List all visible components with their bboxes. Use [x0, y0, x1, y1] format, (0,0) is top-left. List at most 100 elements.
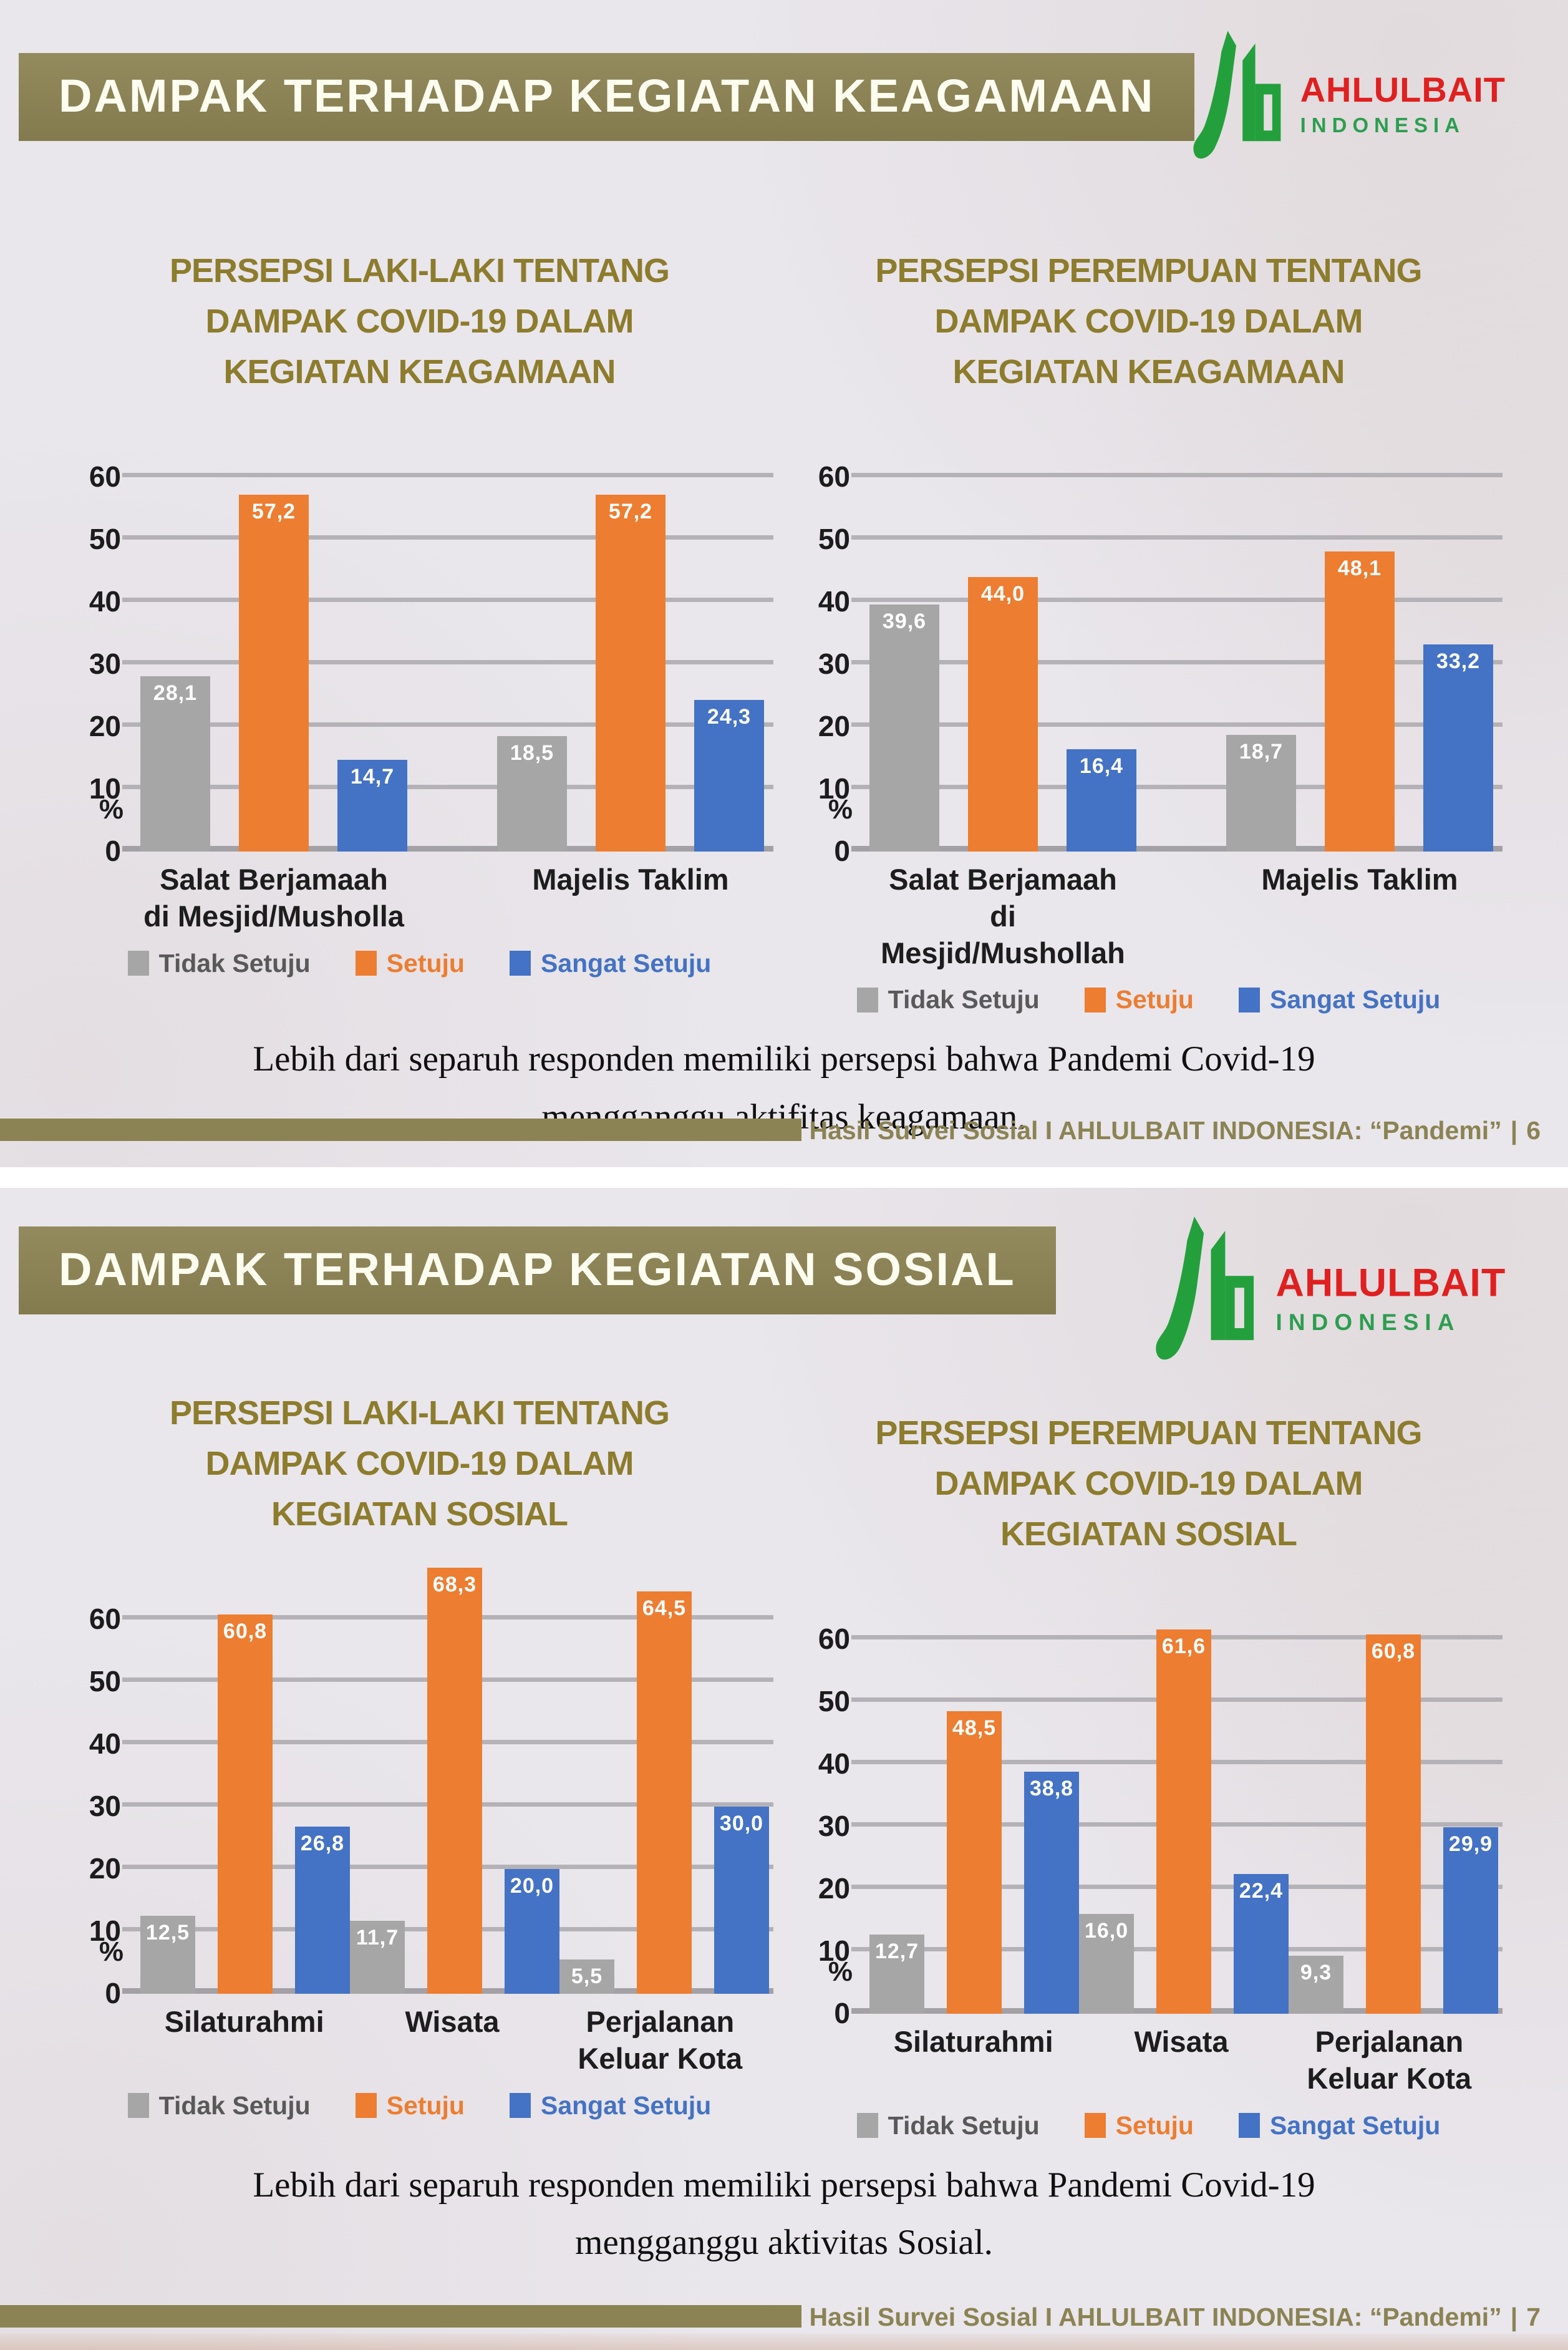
bar-groups: 28,1 57,2 14,7 18,5 57,2 24,3 [131, 495, 773, 852]
bar-sangat-setuju: 16,4 [1067, 749, 1136, 852]
bar-sangat-setuju: 14,7 [337, 760, 407, 852]
chart-title-line: DAMPAK COVID-19 DALAM [205, 1445, 634, 1482]
slide-keagamaan: DAMPAK TERHADAP KEGIATAN KEAGAMAAN AHLUL… [0, 0, 1568, 1167]
chart-title-line: KEGIATAN KEAGAMAAN [952, 353, 1345, 391]
bar-value-label: 20,0 [510, 1874, 554, 1898]
category-labels: Silaturahmi Wisata Perjalanan Keluar Kota [131, 2004, 773, 2077]
footer-text: Rilis Hasil Survei Sosial I AHLULBAIT IN… [748, 2303, 1541, 2332]
bar-tidak-setuju: 28,1 [140, 676, 210, 852]
bar-tidak-setuju: 9,3 [1289, 1956, 1343, 2014]
slide-sosial: DAMPAK TERHADAP KEGIATAN SOSIAL AHLULBAI… [0, 1188, 1568, 2350]
bar-setuju: 64,5 [637, 1591, 692, 1994]
bar-value-label: 12,7 [874, 1940, 919, 1963]
footer-separator: | [1510, 1116, 1518, 1145]
legend-item-sangat-setuju: Sangat Setuju [509, 2091, 711, 2120]
y-tick-label: 60 [818, 1623, 850, 1655]
bar-setuju: 60,8 [1366, 1634, 1421, 2014]
category-labels: Silaturahmi Wisata Perjalanan Keluar Kota [860, 2024, 1503, 2097]
gridline [122, 722, 773, 727]
chart-title-line: KEGIATAN KEAGAMAAN [223, 353, 616, 391]
legend-item-tidak-setuju: Tidak Setuju [856, 2110, 1040, 2140]
logo-title: AHLULBAIT [1275, 1260, 1506, 1304]
bar-setuju: 68,3 [427, 1568, 482, 1994]
y-tick-label: 50 [818, 1685, 850, 1717]
category-label: Salat Berjamaah di Mesjid/Mushollah [881, 863, 1125, 969]
legend-swatch [509, 2093, 531, 2118]
ahlulbait-logo: AHLULBAIT INDONESIA [1183, 27, 1506, 168]
legend-label: Sangat Setuju [540, 948, 712, 978]
logo-text: AHLULBAIT INDONESIA [1300, 69, 1506, 137]
bar-value-label: 68,3 [432, 1573, 477, 1596]
ahlulbait-logo-icon [1155, 1216, 1254, 1360]
y-tick-label: 40 [89, 1727, 121, 1760]
legend: Tidak Setuju Setuju Sangat Setuju [65, 2091, 773, 2120]
gridline [851, 722, 1503, 727]
plot: 0 10 20 30 40 50 60% 12,5 60,8 26,8 11,7 68,3 20,0 5,… [65, 1557, 773, 2009]
bar-sangat-setuju: 29,9 [1443, 1827, 1498, 2014]
legend-label: Setuju [386, 948, 465, 978]
legend-label: Sangat Setuju [1269, 985, 1441, 1014]
bar-sangat-setuju: 33,2 [1423, 644, 1493, 852]
category-label: Salat Berjamaah di Mesjid/Musholla [143, 863, 404, 933]
category-label: Silaturahmi [893, 2025, 1053, 2058]
category-label: Majelis Taklim [1261, 863, 1458, 896]
y-tick-label: 50 [89, 523, 121, 555]
slide-title-banner: DAMPAK TERHADAP KEGIATAN KEAGAMAAN [19, 53, 1195, 141]
gridline [851, 535, 1503, 540]
bar-group: 28,1 57,2 14,7 [140, 495, 407, 852]
bar-group: 18,7 48,1 33,2 [1226, 551, 1493, 852]
bar-sangat-setuju: 38,8 [1024, 1772, 1079, 2014]
bar-tidak-setuju: 16,0 [1079, 1914, 1134, 2014]
legend: Tidak Setuju Setuju Sangat Setuju [795, 2111, 1503, 2140]
logo-subtitle: INDONESIA [1300, 114, 1465, 137]
legend-label: Setuju [1115, 2110, 1194, 2140]
chart-title-line: PERSEPSI PEREMPUAN TENTANG [875, 252, 1422, 289]
y-tick-label: 30 [818, 648, 850, 680]
logo-subtitle: INDONESIA [1275, 1309, 1461, 1335]
legend-label: Tidak Setuju [158, 2090, 311, 2120]
category-label: Wisata [405, 2005, 500, 2038]
bar-tidak-setuju: 18,7 [1226, 735, 1296, 852]
legend-swatch [1084, 987, 1106, 1012]
category-label: Perjalanan Keluar Kota [578, 2005, 743, 2075]
legend-item-setuju: Setuju [355, 948, 465, 978]
chart-title-line: DAMPAK COVID-19 DALAM [205, 303, 634, 340]
bar-tidak-setuju: 18,5 [497, 736, 567, 852]
logo-title: AHLULBAIT [1300, 70, 1506, 109]
y-tick-label: 40 [89, 585, 121, 618]
legend: Tidak Setuju Setuju Sangat Setuju [65, 949, 773, 978]
caption-line: Lebih dari separuh responden memiliki pe… [253, 2165, 1315, 2205]
bar-value-label: 9,3 [1300, 1961, 1332, 1984]
legend-swatch [355, 2093, 377, 2118]
chart-laki-laki-sosial: PERSEPSI LAKI-LAKI TENTANG DAMPAK COVID-1… [65, 1388, 773, 2140]
bar-setuju: 57,2 [239, 495, 309, 852]
caption-line: Lebih dari separuh responden memiliki pe… [253, 1039, 1315, 1079]
y-axis-unit-label: % [99, 1936, 123, 1967]
y-tick-label: 60 [89, 1603, 121, 1635]
legend-swatch [1238, 987, 1260, 1012]
ahlulbait-logo: AHLULBAIT INDONESIA [1145, 1213, 1506, 1370]
bar-group: 16,0 61,6 22,4 [1079, 1629, 1289, 2014]
charts-row: PERSEPSI LAKI-LAKI TENTANG DAMPAK COVID-1… [65, 246, 1503, 1014]
bar-value-label: 29,9 [1448, 1832, 1493, 1856]
chart-perempuan-keagamaan: PERSEPSI PEREMPUAN TENTANG DAMPAK COVID-1… [795, 246, 1503, 1014]
y-tick-label: 30 [818, 1810, 850, 1842]
bar-value-label: 5,5 [571, 1964, 603, 1988]
y-tick-label: 10 [818, 1935, 850, 1967]
bar-value-label: 18,7 [1239, 740, 1284, 764]
y-tick-label: 20 [89, 1852, 121, 1885]
bar-setuju: 57,2 [596, 495, 665, 852]
legend-swatch [127, 2093, 149, 2118]
legend-label: Tidak Setuju [888, 2110, 1040, 2140]
bar-tidak-setuju: 12,7 [869, 1935, 924, 2014]
legend-label: Setuju [386, 2090, 465, 2120]
bar-value-label: 22,4 [1239, 1879, 1284, 1903]
gridline [851, 785, 1503, 789]
bar-value-label: 16,4 [1079, 754, 1124, 778]
y-tick-label: 20 [818, 1872, 850, 1905]
bar-group: 5,5 64,5 30,0 [559, 1568, 769, 1994]
gridline [122, 785, 773, 789]
category-label: Perjalanan Keluar Kota [1307, 2025, 1472, 2095]
legend-item-sangat-setuju: Sangat Setuju [1238, 985, 1441, 1014]
y-axis: 0 10 20 30 40 50 60% [65, 1557, 131, 2009]
